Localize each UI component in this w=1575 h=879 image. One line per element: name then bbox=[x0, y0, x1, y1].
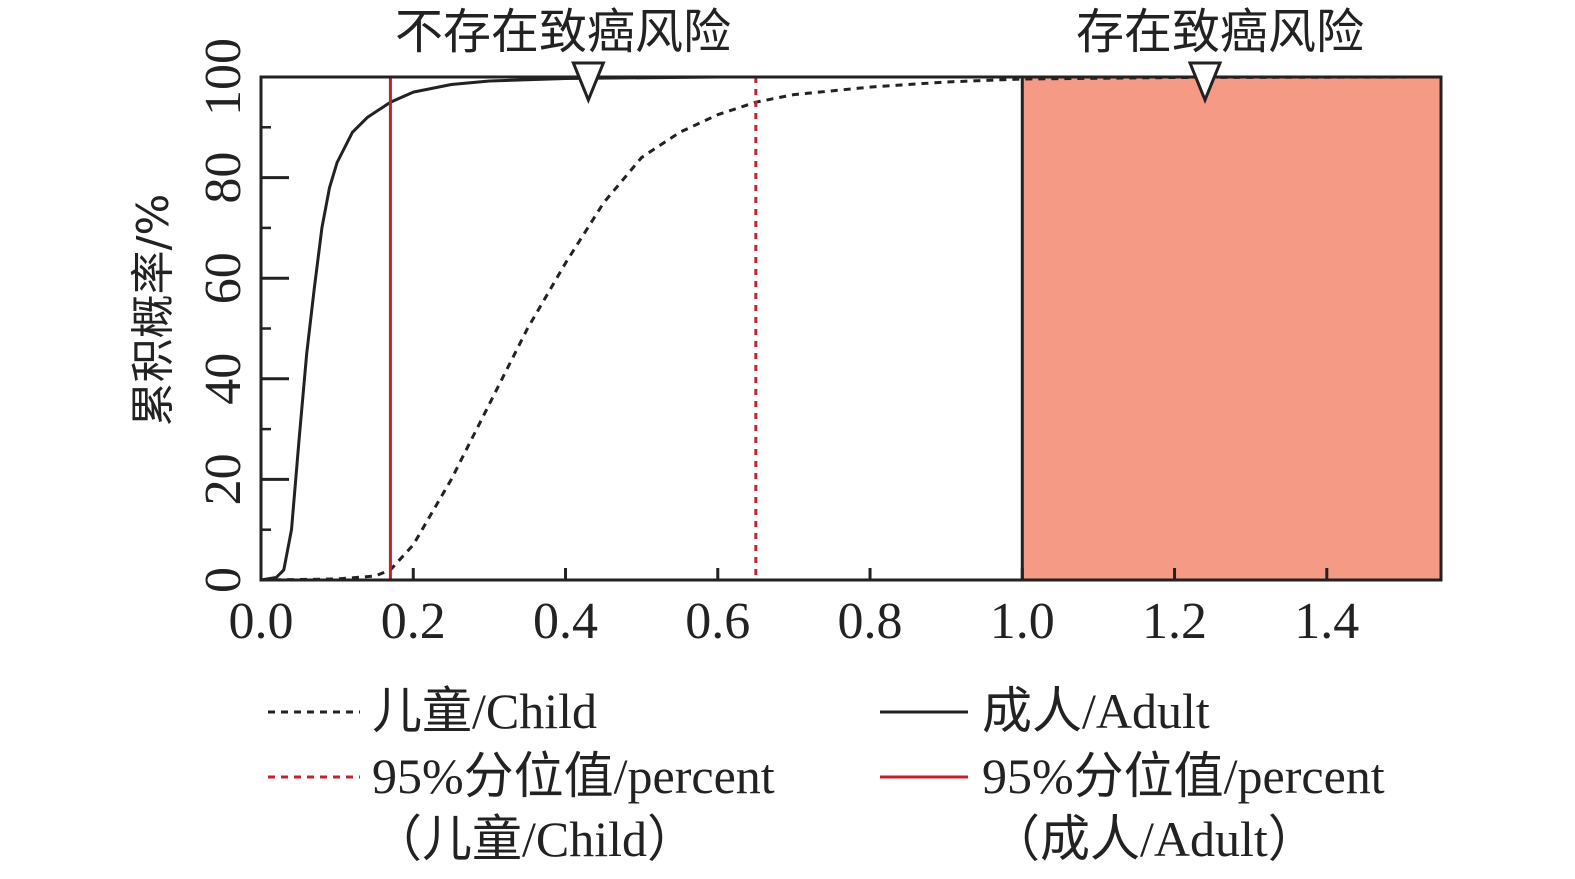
legend-item-adult-p95: 95%分位值/percent （成人/Adult） bbox=[880, 748, 1385, 867]
legend-label-child-p95-line1: 95%分位值/percent bbox=[372, 748, 775, 804]
x-tick-label: 0.6 bbox=[685, 593, 750, 650]
y-tick-label: 0 bbox=[195, 567, 252, 593]
legend-label-child: 儿童/Child bbox=[372, 683, 597, 739]
region-labels-layer: 不存在致癌风险 存在致癌风险 bbox=[395, 4, 1364, 104]
x-tick-label: 1.2 bbox=[1142, 593, 1207, 650]
y-tick-label: 40 bbox=[195, 353, 252, 405]
x-tick-label: 0.2 bbox=[381, 593, 446, 650]
legend-item-child: 儿童/Child bbox=[268, 683, 597, 739]
region-marker-triangle bbox=[1187, 61, 1223, 104]
region-marker-triangle bbox=[571, 61, 606, 104]
y-tick-label: 20 bbox=[195, 453, 252, 505]
y-axis-label: 累积概率/% bbox=[128, 194, 179, 427]
legend: 儿童/Child 成人/Adult 95%分位值/percent （儿童/Chi… bbox=[268, 683, 1385, 867]
legend-label-adult: 成人/Adult bbox=[982, 683, 1210, 739]
x-tick-label: 0.4 bbox=[533, 593, 598, 650]
x-tick-label: 0.0 bbox=[229, 593, 294, 650]
legend-label-adult-p95-line1: 95%分位值/percent bbox=[982, 748, 1385, 804]
series-line-adult bbox=[260, 75, 1441, 582]
ticks-layer: 0.0 0.2 0.4 0.6 0.8 1.0 1.2 1.4 0 20 40 60 80 100 bbox=[195, 38, 1359, 650]
legend-label-adult-p95-line2: （成人/Adult） bbox=[990, 811, 1318, 867]
y-tick-label: 80 bbox=[195, 152, 252, 204]
region-label-no-risk: 不存在致癌风险 bbox=[395, 4, 731, 60]
legend-item-child-p95: 95%分位值/percent （儿童/Child） bbox=[268, 748, 775, 867]
legend-item-adult: 成人/Adult bbox=[880, 683, 1210, 739]
legend-label-child-p95-line2: （儿童/Child） bbox=[372, 811, 697, 867]
shaded-risk-region bbox=[1022, 77, 1441, 580]
x-tick-label: 1.0 bbox=[990, 593, 1055, 650]
y-tick-label: 100 bbox=[195, 38, 252, 116]
y-tick-label: 60 bbox=[195, 252, 252, 304]
series-layer bbox=[260, 75, 1442, 582]
x-tick-label: 1.4 bbox=[1294, 593, 1359, 650]
shaded-risk-region-layer bbox=[1022, 77, 1441, 580]
x-tick-label: 0.8 bbox=[838, 593, 903, 650]
region-label-risk: 存在致癌风险 bbox=[1076, 4, 1364, 60]
series-line-child bbox=[260, 75, 1442, 582]
